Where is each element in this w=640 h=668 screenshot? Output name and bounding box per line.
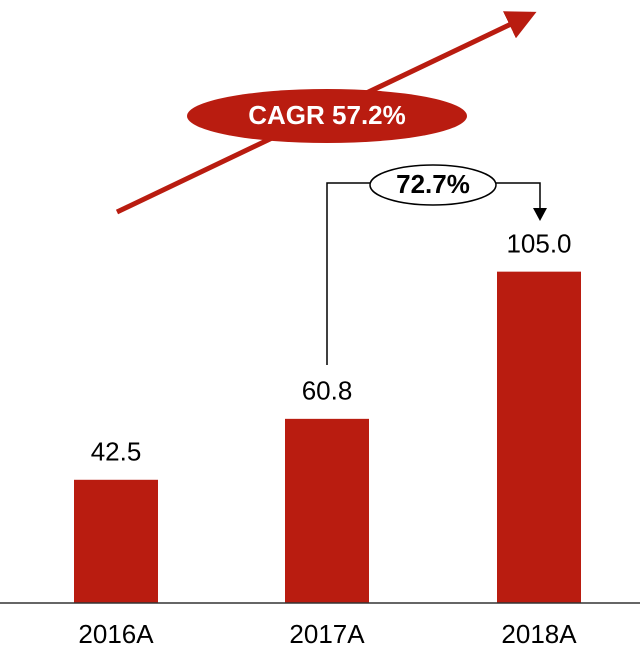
value-label: 42.5 [91, 437, 142, 467]
growth-badge [369, 164, 497, 206]
growth-label: 72.7% [396, 169, 470, 199]
bar [74, 479, 158, 603]
x-tick-label: 2017A [289, 619, 365, 649]
bar [497, 271, 581, 603]
bar [285, 418, 369, 603]
growth-arrowhead [533, 208, 547, 221]
x-tick-label: 2018A [501, 619, 577, 649]
cagr-badge [187, 89, 467, 143]
cagr-label: CAGR 57.2% [248, 100, 406, 130]
value-label: 105.0 [506, 229, 571, 259]
value-label: 60.8 [302, 376, 353, 406]
x-tick-label: 2016A [78, 619, 154, 649]
